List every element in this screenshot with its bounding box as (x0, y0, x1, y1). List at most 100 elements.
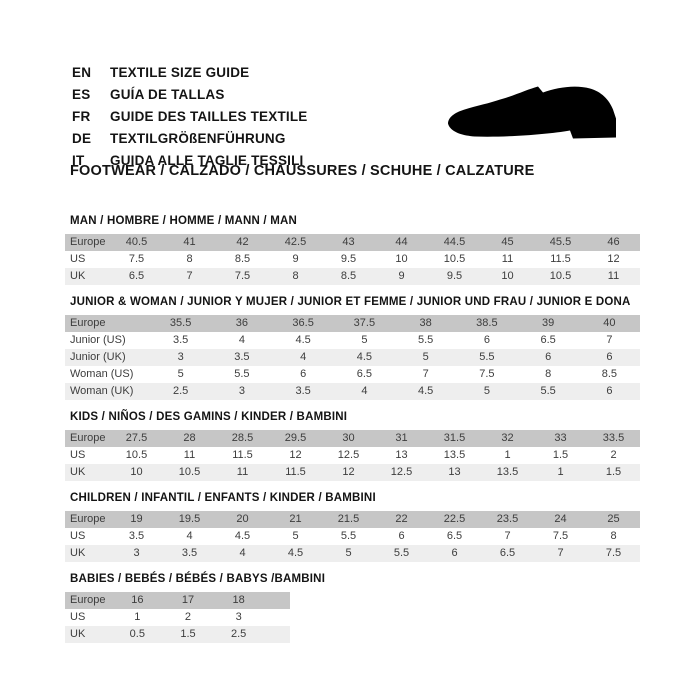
size-cell: 1.5 (162, 626, 214, 643)
language-row: ES GUÍA DE TALLAS (72, 84, 308, 106)
size-cell: 6 (517, 349, 579, 366)
table-row: Europe 27.5 28 28.5 29.5 30 31 31.5 32 33 33.5 (65, 430, 640, 447)
size-cell: 4.5 (333, 349, 395, 366)
size-cell: 4 (186, 530, 193, 542)
row-label: Junior (UK) (65, 349, 150, 366)
size-cell: 11 (216, 464, 269, 481)
language-row: FR GUIDE DES TAILLES TEXTILE (72, 106, 308, 128)
size-cell: 9.5 (340, 253, 357, 265)
size-cell: 12 (289, 449, 302, 461)
size-cell: 7.5 (128, 253, 145, 265)
size-table-section: KIDS / NIÑOS / DES GAMINS / KINDER / BAM… (65, 410, 640, 481)
language-list: EN TEXTILE SIZE GUIDE ES GUÍA DE TALLAS … (72, 62, 308, 171)
row-label: UK (65, 268, 110, 285)
table-row: Woman (UK) 2.5 3 3.5 4 4.5 5 5.5 6 (65, 383, 640, 400)
language-code: IT (72, 152, 85, 168)
size-cell: 1 (534, 464, 587, 481)
table-row: US 3.5 4 4.5 5 5.5 6 6.5 7 7.5 8 (65, 528, 640, 545)
size-cell: 38.5 (456, 315, 518, 332)
language-label: TEXTILE SIZE GUIDE (110, 65, 250, 81)
row-label: Europe (65, 511, 110, 528)
table-row: US 10.5 11 11.5 12 12.5 13 13.5 1 1.5 2 (65, 447, 640, 464)
size-cell: 6 (483, 334, 490, 346)
size-cell: 31 (375, 430, 428, 447)
size-cell: 4.5 (395, 383, 457, 400)
size-cell: 44.5 (428, 234, 481, 251)
size-cell: 6 (300, 368, 307, 380)
size-cell: 17 (162, 592, 214, 609)
size-cell: 2 (610, 449, 617, 461)
spacer-cell (264, 609, 290, 626)
language-label: TEXTILGRÖßENFÜHRUNG (110, 130, 286, 146)
size-cell: 6.5 (481, 545, 534, 562)
language-label: GUIDA ALLE TAGLIE TESSILI (110, 152, 304, 168)
language-code: DE (72, 130, 92, 146)
size-cell: 36 (211, 315, 273, 332)
table-title: MAN / HOMBRE / HOMME / MANN / MAN (70, 215, 298, 227)
row-label: UK (65, 626, 112, 643)
size-cell: 37.5 (333, 315, 395, 332)
table-row: UK 6.5 7 7.5 8 8.5 9 9.5 10 10.5 11 (65, 268, 640, 285)
size-cell: 7 (163, 268, 216, 285)
size-cell: 1 (134, 611, 141, 623)
size-cell: 11.5 (269, 464, 322, 481)
size-cell: 12.5 (337, 449, 360, 461)
size-cell: 3.5 (272, 383, 334, 400)
size-table: Europe 16 17 18 US 1 2 3 UK 0.5 1.5 2.5 (65, 592, 290, 643)
size-table-section: CHILDREN / INFANTIL / ENFANTS / KINDER /… (65, 491, 640, 562)
size-cell: 7.5 (479, 368, 495, 380)
size-cell: 7.5 (216, 268, 269, 285)
size-cell: 20 (216, 511, 269, 528)
size-cell: 27.5 (110, 430, 163, 447)
size-cell: 4.5 (295, 334, 311, 346)
size-cell: 5.5 (375, 545, 428, 562)
size-table: Europe 35.5 36 36.5 37.5 38 38.5 39 40 Junior (US… (65, 315, 640, 400)
table-row: UK 3 3.5 4 4.5 5 5.5 6 6.5 7 7.5 (65, 545, 640, 562)
size-cell: 11 (587, 268, 640, 285)
size-cell: 5 (395, 349, 457, 366)
size-cell: 3 (150, 349, 212, 366)
size-table-section: JUNIOR & WOMAN / JUNIOR Y MUJER / JUNIOR… (65, 295, 640, 400)
row-label: Europe (65, 315, 150, 332)
size-cell: 45 (481, 234, 534, 251)
size-cell: 10 (110, 464, 163, 481)
category-title: FOOTWEAR / CALZADO / CHAUSSURES / SCHUHE… (70, 163, 535, 179)
size-cell: 46 (587, 234, 640, 251)
row-label: US (70, 530, 86, 542)
size-cell: 40.5 (110, 234, 163, 251)
size-cell: 5.5 (517, 383, 579, 400)
size-cell: 10.5 (163, 464, 216, 481)
row-label: Europe (65, 234, 110, 251)
size-cell: 9 (375, 268, 428, 285)
row-label: Woman (UK) (65, 383, 150, 400)
size-cell: 4 (272, 349, 334, 366)
size-cell: 9 (292, 253, 299, 265)
size-cell: 5.5 (340, 530, 357, 542)
table-row: US 1 2 3 (65, 609, 290, 626)
size-cell: 12 (322, 464, 375, 481)
size-table: Europe 27.5 28 28.5 29.5 30 31 31.5 32 33 33.5 US 10… (65, 430, 640, 481)
size-cell: 6.5 (356, 368, 373, 380)
size-cell: 13.5 (443, 449, 466, 461)
row-label: Europe (65, 592, 112, 609)
size-cell: 3.5 (163, 545, 216, 562)
size-cell: 2.5 (213, 626, 264, 643)
size-cell: 11.5 (232, 449, 253, 461)
row-label: UK (65, 545, 110, 562)
size-cell: 11 (501, 253, 514, 265)
size-cell: 8.5 (322, 268, 375, 285)
size-cell: 8 (269, 268, 322, 285)
size-cell: 12.5 (375, 464, 428, 481)
size-cell: 0.5 (112, 626, 163, 643)
size-cell: 6 (398, 530, 405, 542)
table-row: Europe 19 19.5 20 21 21.5 22 22.5 23.5 24 25 (65, 511, 640, 528)
size-cell: 2.5 (150, 383, 212, 400)
size-cell: 29.5 (269, 430, 322, 447)
spacer-cell (264, 592, 290, 609)
size-cell: 5.5 (417, 334, 434, 346)
size-cell: 19.5 (163, 511, 216, 528)
size-tables: MAN / HOMBRE / HOMME / MANN / MAN Europe 4… (65, 214, 640, 653)
table-row: US 7.5 8 8.5 9 9.5 10 10.5 11 11.5 12 (65, 251, 640, 268)
size-cell: 8 (610, 530, 617, 542)
table-row: Woman (US) 5 5.5 6 6.5 7 7.5 8 8.5 (65, 366, 640, 383)
